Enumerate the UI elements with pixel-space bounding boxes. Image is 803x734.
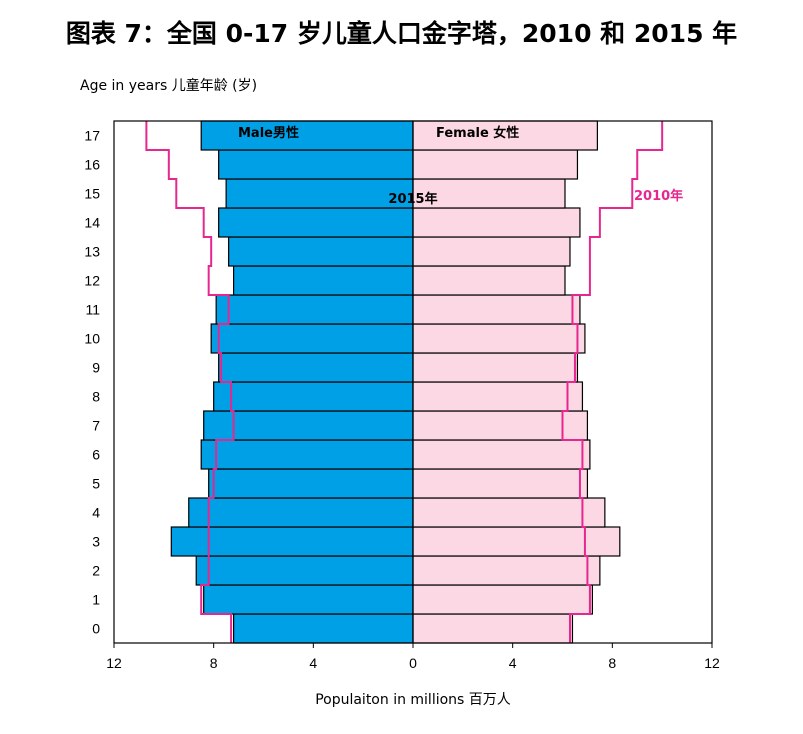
bar-female-age-11 xyxy=(412,294,581,325)
y-tick-label: 7 xyxy=(92,418,100,434)
bar-male-age-16 xyxy=(218,149,414,180)
overlay-2010-layer xyxy=(145,121,664,643)
bar-female-age-3 xyxy=(412,526,621,557)
y-tick-label: 6 xyxy=(92,447,100,463)
chart-title: 图表 7：全国 0-17 岁儿童人口金字塔，2010 和 2015 年 xyxy=(65,19,738,48)
bar-male-age-1 xyxy=(203,584,414,615)
y-tick-label: 10 xyxy=(84,331,100,347)
bar-female-age-4 xyxy=(412,497,606,528)
bar-male-age-15 xyxy=(225,178,414,209)
bar-male-age-9 xyxy=(218,352,414,383)
bar-male-age-13 xyxy=(228,236,414,267)
y-tick-label: 12 xyxy=(84,273,100,289)
bar-male-age-0 xyxy=(233,613,414,644)
bar-male-age-5 xyxy=(208,468,414,499)
bar-male-age-2 xyxy=(195,555,414,586)
y-tick-label: 8 xyxy=(92,389,100,405)
y-tick-label: 16 xyxy=(84,157,100,173)
x-tick-label: 12 xyxy=(106,655,122,671)
line-2010-male xyxy=(145,121,235,643)
y-tick-label: 4 xyxy=(92,505,100,521)
bar-female-age-1 xyxy=(412,584,593,615)
bar-female-age-0 xyxy=(412,613,574,644)
bar-female-age-9 xyxy=(412,352,579,383)
y-tick-label: 11 xyxy=(85,302,100,318)
x-tick-label: 4 xyxy=(309,655,317,671)
line-2010-female xyxy=(561,121,664,643)
y-tick-label: 0 xyxy=(92,621,100,637)
bar-female-age-14 xyxy=(412,207,581,238)
legend-female: Female 女性 xyxy=(436,125,519,141)
y-axis-label: Age in years 儿童年龄 (岁) xyxy=(80,77,257,94)
bar-female-age-10 xyxy=(412,323,586,354)
x-tick-label: 12 xyxy=(704,655,720,671)
label-2015: 2015年 xyxy=(388,191,437,207)
bar-female-age-13 xyxy=(412,236,571,267)
bar-male-age-6 xyxy=(200,439,414,470)
y-tick-label: 1 xyxy=(92,592,100,608)
bar-female-age-16 xyxy=(412,149,579,180)
y-tick-label: 15 xyxy=(84,186,100,202)
y-tick-label: 2 xyxy=(92,563,100,579)
bar-male-age-14 xyxy=(218,207,414,238)
bar-female-age-7 xyxy=(412,410,589,441)
bar-male-age-4 xyxy=(188,497,414,528)
y-tick-label: 14 xyxy=(84,215,100,231)
bar-female-age-6 xyxy=(412,439,591,470)
label-2010: 2010年 xyxy=(634,188,683,204)
y-tick-label: 3 xyxy=(92,534,100,550)
bar-male-age-8 xyxy=(213,381,414,412)
y-tick-label: 5 xyxy=(92,476,100,492)
y-tick-label: 9 xyxy=(92,360,100,376)
y-tick-label: 17 xyxy=(84,128,100,144)
bar-male-age-17 xyxy=(200,120,414,151)
x-tick-label: 4 xyxy=(509,655,517,671)
bar-male-age-12 xyxy=(233,265,414,296)
x-tick-label: 8 xyxy=(210,655,218,671)
bar-female-age-2 xyxy=(412,555,601,586)
bar-female-age-8 xyxy=(412,381,584,412)
y-tick-label: 13 xyxy=(84,244,100,260)
bars-layer xyxy=(170,120,621,644)
bar-male-age-11 xyxy=(215,294,414,325)
bar-male-age-10 xyxy=(210,323,414,354)
x-axis-label: Populaiton in millions 百万人 xyxy=(315,692,511,708)
bar-male-age-7 xyxy=(203,410,414,441)
x-tick-label: 0 xyxy=(409,655,417,671)
bar-female-age-12 xyxy=(412,265,566,296)
legend-male: Male男性 xyxy=(238,125,299,141)
bar-female-age-5 xyxy=(412,468,589,499)
x-tick-label: 8 xyxy=(608,655,616,671)
bar-male-age-3 xyxy=(170,526,414,557)
